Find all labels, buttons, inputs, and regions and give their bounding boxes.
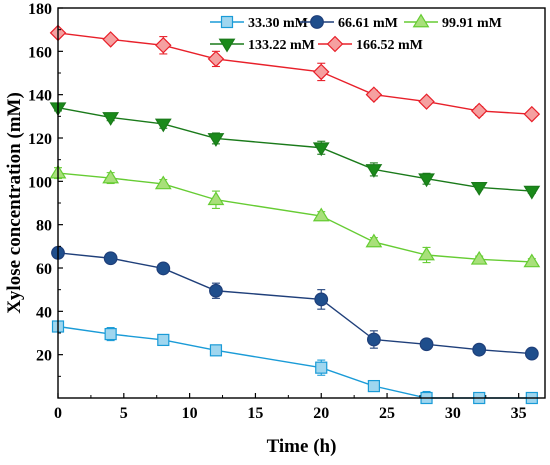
data-point bbox=[365, 233, 383, 248]
y-tick-label: 20 bbox=[36, 348, 52, 365]
legend-marker bbox=[412, 13, 430, 28]
data-point bbox=[418, 173, 435, 188]
data-point bbox=[419, 337, 434, 352]
x-tick-label: 30 bbox=[445, 405, 461, 422]
data-point bbox=[154, 175, 172, 190]
data-point bbox=[207, 50, 225, 68]
data-point bbox=[366, 332, 381, 347]
y-tick-label: 60 bbox=[36, 261, 52, 278]
y-tick-label: 140 bbox=[28, 88, 52, 105]
data-point bbox=[312, 207, 330, 222]
data-point bbox=[314, 292, 329, 307]
x-axis-title: Time (h) bbox=[267, 436, 337, 457]
data-point bbox=[418, 246, 435, 261]
y-tick-label: 120 bbox=[28, 131, 52, 148]
data-point bbox=[102, 112, 120, 126]
data-point bbox=[365, 164, 383, 178]
data-point bbox=[470, 102, 488, 120]
plot-layer bbox=[49, 24, 541, 405]
x-tick-label: 25 bbox=[379, 405, 395, 422]
series-2 bbox=[49, 164, 541, 268]
data-point bbox=[312, 63, 330, 81]
data-point bbox=[155, 36, 172, 54]
y-tick-label: 160 bbox=[28, 44, 52, 61]
legend-label: 99.91 mM bbox=[442, 16, 502, 31]
series-4 bbox=[49, 24, 541, 123]
data-point bbox=[207, 133, 225, 147]
data-point bbox=[523, 253, 541, 268]
y-tick-label: 80 bbox=[36, 218, 52, 235]
axes-layer: 0 5 10 15 20 25 30 35 20 40 60 80 100 120 140 160 180 bbox=[28, 1, 527, 422]
x-tick-label: 10 bbox=[182, 405, 198, 422]
data-point bbox=[104, 327, 117, 341]
legend-marker bbox=[218, 38, 236, 53]
x-tick-label: 35 bbox=[511, 405, 527, 422]
plot-frame bbox=[57, 7, 546, 399]
series-line bbox=[57, 172, 532, 263]
legend-label: 33.30 mM bbox=[248, 16, 308, 31]
data-point bbox=[470, 250, 488, 265]
legend-label: 133.22 mM bbox=[248, 38, 315, 53]
data-point bbox=[209, 283, 223, 298]
legend-label: 66.61 mM bbox=[338, 16, 398, 31]
data-point bbox=[523, 105, 541, 123]
legend-marker bbox=[326, 35, 344, 53]
x-tick-label: 5 bbox=[120, 405, 128, 422]
legend-item: 133.22 mM bbox=[210, 38, 315, 53]
series-line bbox=[57, 252, 532, 355]
legend-item: 166.52 mM bbox=[318, 35, 423, 53]
series-3 bbox=[49, 102, 541, 200]
legend-marker bbox=[310, 15, 324, 29]
data-point bbox=[209, 344, 223, 357]
data-point bbox=[367, 379, 380, 393]
data-point bbox=[103, 251, 118, 266]
legend: 33.30 mM 66.61 mM 99.91 mM 133.22 mM 166.52 … bbox=[210, 13, 502, 53]
legend-label: 166.52 mM bbox=[356, 38, 423, 53]
data-point bbox=[154, 118, 172, 133]
series-1 bbox=[51, 245, 539, 361]
data-point bbox=[207, 191, 225, 206]
series-line bbox=[57, 325, 532, 399]
data-point bbox=[418, 93, 435, 110]
data-point bbox=[312, 142, 330, 157]
legend-marker bbox=[220, 15, 234, 29]
legend-item: 33.30 mM bbox=[210, 15, 308, 31]
y-tick-label: 180 bbox=[28, 1, 52, 18]
y-axis-title: Xylose concentration (mM) bbox=[4, 92, 25, 314]
data-point bbox=[472, 342, 487, 357]
data-point bbox=[523, 185, 541, 200]
x-tick-label: 0 bbox=[54, 405, 62, 422]
legend-item: 66.61 mM bbox=[300, 15, 398, 31]
y-tick-label: 100 bbox=[28, 174, 52, 191]
series-0 bbox=[51, 320, 538, 405]
legend-item: 99.91 mM bbox=[404, 13, 502, 31]
data-point bbox=[315, 361, 328, 374]
data-point bbox=[524, 346, 539, 361]
data-point bbox=[156, 261, 171, 276]
x-tick-label: 20 bbox=[313, 405, 329, 422]
y-tick-label: 40 bbox=[36, 304, 52, 321]
data-point bbox=[157, 333, 170, 347]
x-tick-label: 15 bbox=[247, 405, 263, 422]
data-point bbox=[102, 31, 119, 48]
data-point bbox=[102, 169, 120, 184]
series-line bbox=[57, 106, 532, 192]
data-point bbox=[470, 182, 488, 196]
data-point bbox=[365, 86, 383, 103]
